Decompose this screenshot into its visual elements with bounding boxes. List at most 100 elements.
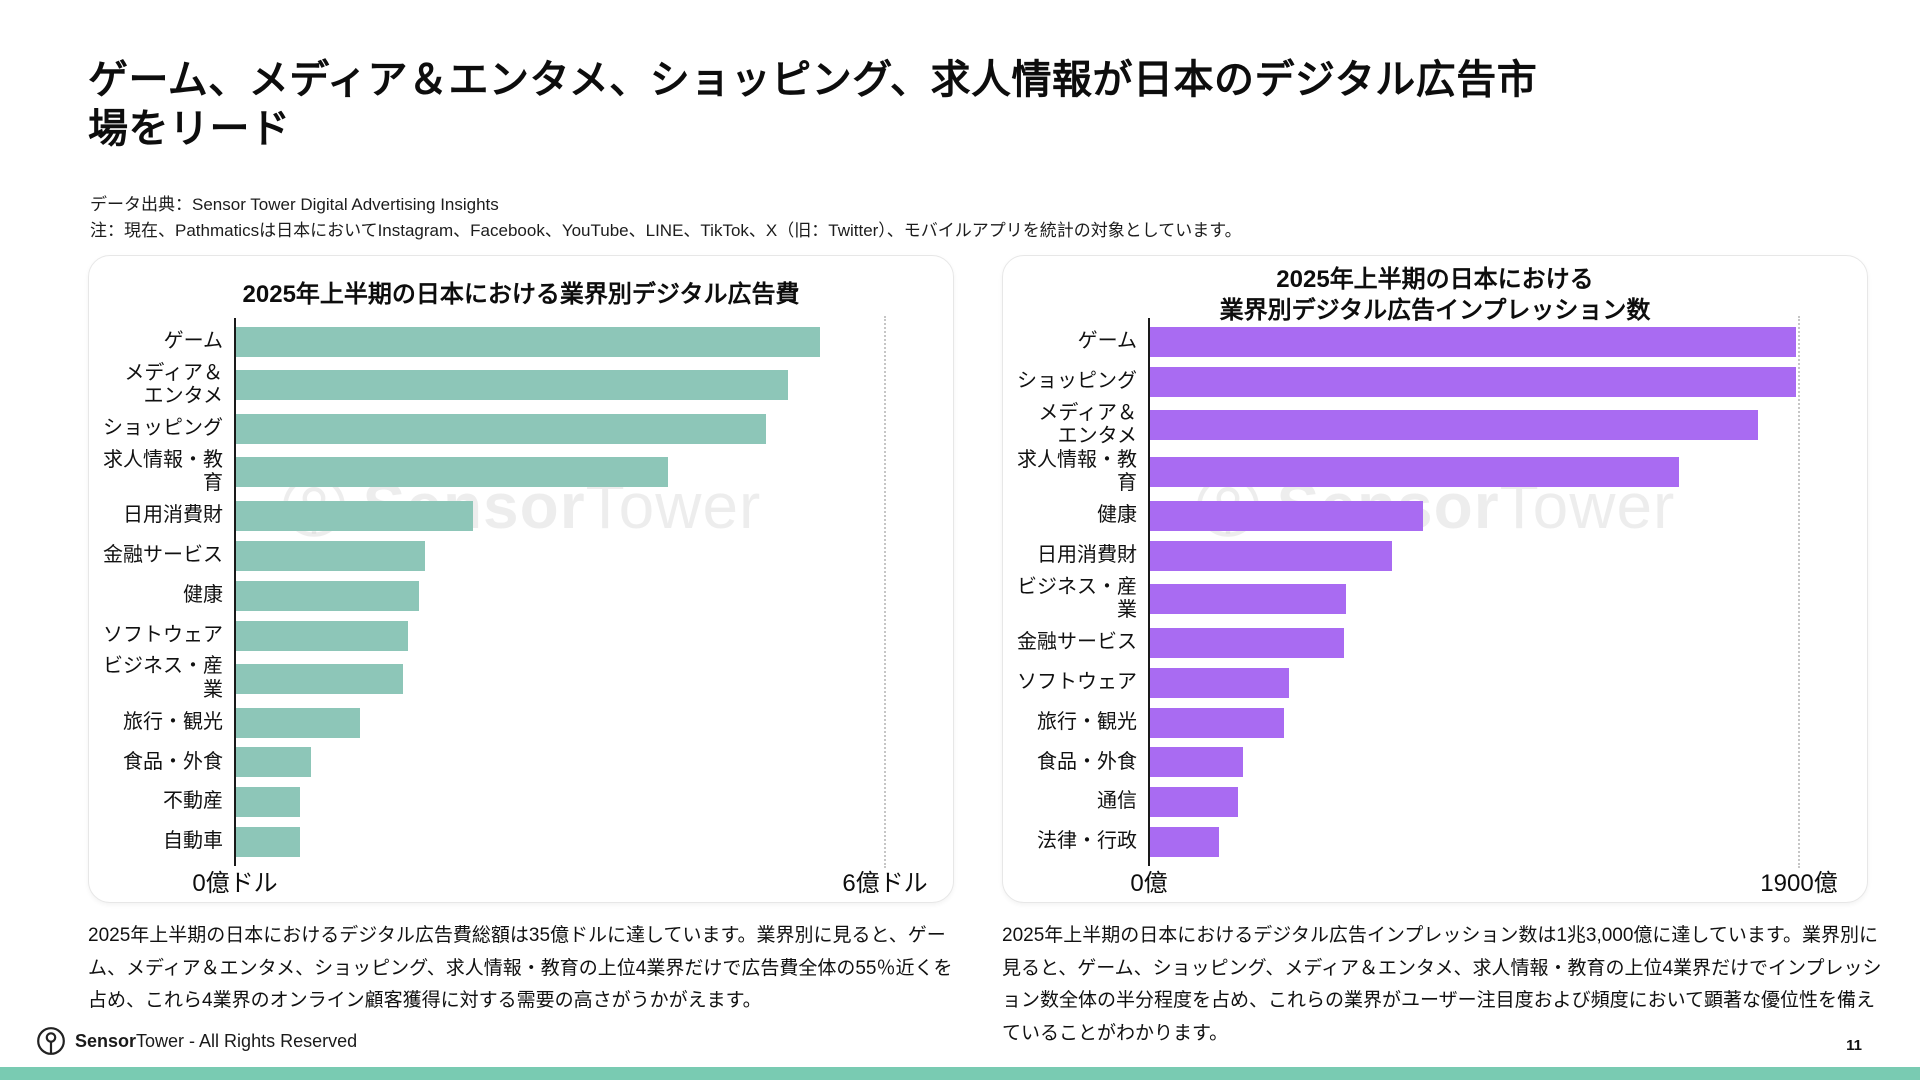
page-title: ゲーム、メディア＆エンタメ、ショッピング、求人情報が日本のデジタル広告市場をリー…	[88, 58, 1538, 151]
chart-title: 2025年上半期の日本における 業界別デジタル広告インプレッション数	[1219, 265, 1651, 324]
category-label: ショッピング	[103, 417, 223, 440]
bar	[235, 747, 311, 778]
category-label: 法律・行政	[1037, 830, 1137, 853]
bar	[235, 787, 300, 818]
page-number: 11	[1846, 1037, 1862, 1054]
data-source-note: データ出典：Sensor Tower Digital Advertising I…	[90, 192, 1242, 245]
bar-row: 金融サービス	[89, 536, 953, 576]
category-label: ゲーム	[1077, 330, 1137, 353]
bar-row: ビジネス・産業	[89, 655, 953, 702]
bar-track	[235, 326, 885, 357]
bar-track	[1149, 326, 1799, 357]
bar	[1149, 667, 1290, 698]
y-axis-line	[234, 318, 236, 866]
bar	[1149, 410, 1758, 441]
bar-row: 日用消費財	[1003, 536, 1867, 576]
bar-track	[235, 620, 885, 651]
bar	[1149, 457, 1680, 488]
plot-area: ゲームショッピング メディア＆ エンタメ 求人情報・教育健康日用消費財ビジネス・産業…	[1003, 316, 1867, 897]
bar	[1149, 584, 1346, 615]
bar-row: ビジネス・産業	[1003, 576, 1867, 623]
category-label: ビジネス・産業	[103, 655, 223, 702]
category-label: 金融サービス	[1017, 631, 1137, 654]
bar	[1149, 707, 1285, 738]
gridline-max	[884, 316, 886, 868]
bar	[235, 827, 300, 858]
bar-track	[235, 747, 885, 778]
bar-track	[1149, 747, 1799, 778]
category-label: ゲーム	[163, 330, 223, 353]
bar-row: 食品・外食	[89, 742, 953, 782]
bar-row: 旅行・観光	[89, 703, 953, 743]
bar	[235, 707, 360, 738]
bar	[1149, 366, 1796, 397]
bar	[1149, 326, 1796, 357]
bar-row: ショッピング	[1003, 362, 1867, 402]
bar	[235, 540, 425, 571]
footer-accent-bar	[0, 1067, 1920, 1080]
category-label: 求人情報・教育	[1017, 448, 1137, 495]
bar-track	[1149, 627, 1799, 658]
category-label: 健康	[1097, 504, 1137, 527]
source-line-1: データ出典：Sensor Tower Digital Advertising I…	[90, 195, 499, 214]
category-label: 日用消費財	[123, 504, 223, 527]
bar-row: 日用消費財	[89, 496, 953, 536]
footer-brand-text: SensorTower - All Rights Reserved	[75, 1030, 358, 1051]
caption-ad-spend: 2025年上半期の日本におけるデジタル広告費総額は35億ドルに達しています。業界…	[88, 925, 953, 1012]
bar-track	[1149, 366, 1799, 397]
bar-track	[235, 827, 885, 858]
category-label: メディア＆ エンタメ	[1038, 401, 1137, 448]
bar-track	[1149, 584, 1799, 615]
x-tick-min: 0億ドル	[192, 870, 278, 897]
bar-track	[235, 500, 885, 531]
bar-row: 金融サービス	[1003, 623, 1867, 663]
bar	[235, 620, 409, 651]
plot-rows: ゲームメディア＆ エンタメショッピング求人情報・教育日用消費財金融サービス健康ソ…	[89, 322, 953, 862]
bar-row: メディア＆ エンタメ	[89, 362, 953, 409]
plot-rows: ゲームショッピング メディア＆ エンタメ 求人情報・教育健康日用消費財ビジネス・産業…	[1003, 322, 1867, 862]
category-label: 金融サービス	[103, 544, 223, 567]
bar	[1149, 827, 1220, 858]
bar-track	[1149, 457, 1799, 488]
bar-track	[235, 540, 885, 571]
bar-row: 健康	[89, 576, 953, 616]
category-label: 求人情報・教育	[103, 448, 223, 495]
bar-track	[1149, 410, 1799, 441]
bar-track	[235, 707, 885, 738]
category-label: 食品・外食	[1037, 750, 1137, 773]
category-label: 旅行・観光	[1037, 710, 1137, 733]
bar-row: 求人情報・教育	[1003, 449, 1867, 496]
category-label: 不動産	[163, 790, 223, 813]
bar-row: 通信	[1003, 782, 1867, 822]
bar-track	[1149, 787, 1799, 818]
x-tick-max: 6億ドル	[842, 870, 928, 897]
category-label: ソフトウェア	[103, 623, 223, 646]
bar-row: ショッピング	[89, 409, 953, 449]
category-label: メディア＆ エンタメ	[124, 361, 223, 408]
category-label: 自動車	[163, 830, 223, 853]
chart-title: 2025年上半期の日本における業界別デジタル広告費	[242, 281, 800, 309]
bar-row: ソフトウェア	[1003, 663, 1867, 703]
category-label: ソフトウェア	[1017, 670, 1137, 693]
bar-track	[235, 370, 885, 401]
bar-track	[235, 787, 885, 818]
bar	[235, 326, 820, 357]
category-label: 日用消費財	[1037, 544, 1137, 567]
bar-track	[235, 413, 885, 444]
bar	[235, 413, 766, 444]
bar-row: 法律・行政	[1003, 822, 1867, 862]
bar-track	[1149, 667, 1799, 698]
gridline-max	[1798, 316, 1800, 868]
category-label: ビジネス・産業	[1017, 575, 1137, 622]
bar	[235, 370, 788, 401]
bar	[1149, 627, 1344, 658]
bar-row: 自動車	[89, 822, 953, 862]
bar-row: 求人情報・教育	[89, 449, 953, 496]
category-label: 健康	[183, 583, 223, 606]
bar-track	[235, 664, 885, 695]
y-axis-line	[1148, 318, 1150, 866]
bar	[235, 580, 420, 611]
bar	[235, 457, 669, 488]
bar	[1149, 540, 1392, 571]
